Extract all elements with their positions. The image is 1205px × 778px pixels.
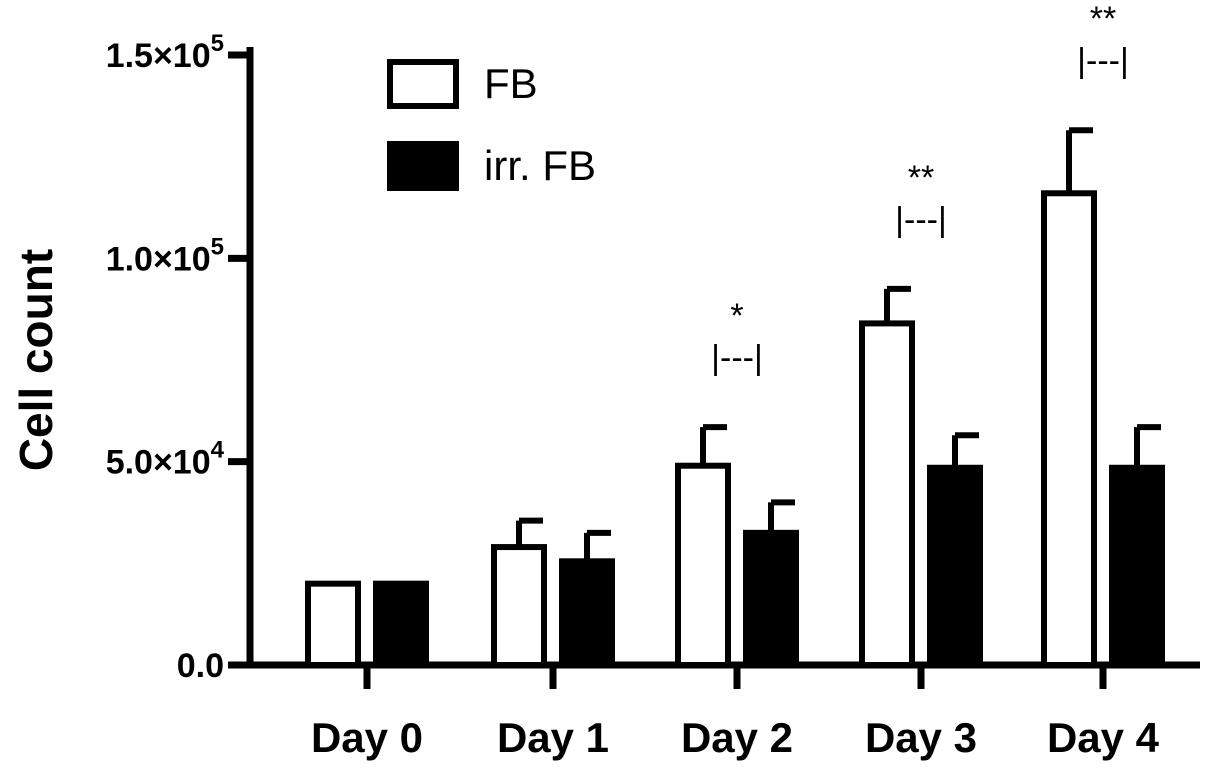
x-tick-label: Day 0	[311, 714, 423, 761]
bar-irr-fb	[927, 464, 983, 668]
bar-fb	[491, 544, 547, 668]
legend: FB irr. FB	[387, 59, 596, 191]
y-axis-title: Cell count	[10, 249, 62, 471]
x-axis: Day 0 Day 1 Day 2 Day 3 Day 4	[247, 661, 1200, 761]
x-tick-label: Day 2	[681, 714, 793, 761]
bar-irr-fb	[373, 580, 429, 669]
legend-swatch-irr-fb	[387, 141, 459, 191]
bar-irr-fb	[1109, 464, 1165, 668]
y-tick-label: 0.0	[177, 647, 224, 685]
significance-stars: *	[730, 297, 743, 335]
bar-fb	[1041, 190, 1097, 668]
significance-bracket: |---|	[711, 339, 763, 377]
bar-irr-fb	[559, 558, 615, 668]
significance-stars: **	[1090, 0, 1116, 38]
x-tick-label: Day 4	[1047, 714, 1160, 761]
y-tick-label: 1.5×105	[106, 30, 224, 75]
legend-label: irr. FB	[484, 142, 596, 189]
significance-bracket: |---|	[895, 201, 947, 239]
legend-label: FB	[484, 60, 538, 107]
bar-fb	[859, 320, 915, 668]
y-tick-label: 1.0×105	[106, 233, 224, 278]
significance-stars: **	[908, 159, 934, 197]
bar-fb	[675, 462, 731, 668]
bar-fb	[305, 580, 361, 669]
significance-bracket: |---|	[1077, 42, 1129, 80]
y-axis: 0.0 5.0×104 1.0×105 1.5×105	[106, 30, 254, 685]
y-tick-label: 5.0×104	[106, 437, 225, 482]
significance-annotations: * |---| ** |---| ** |---|	[711, 0, 1129, 377]
x-tick-label: Day 1	[497, 714, 609, 761]
legend-swatch-fb	[387, 59, 459, 109]
bar-irr-fb	[743, 529, 799, 668]
x-tick-label: Day 3	[865, 714, 977, 761]
bars	[305, 127, 1165, 669]
